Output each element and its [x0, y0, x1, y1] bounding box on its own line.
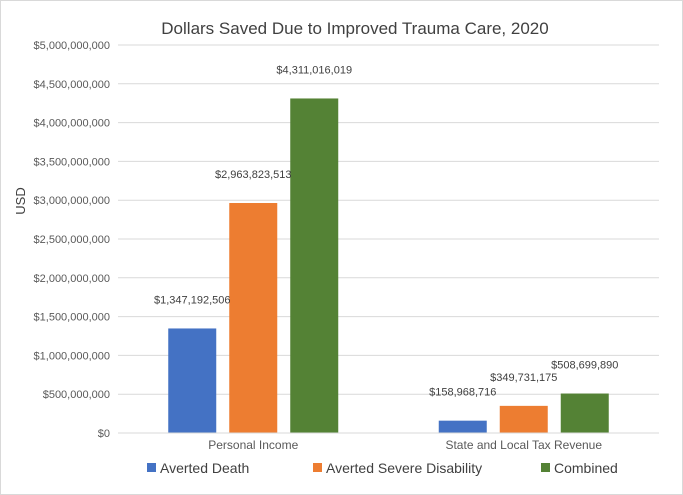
- legend-label: Combined: [554, 460, 618, 476]
- y-tick-label: $1,500,000,000: [34, 312, 110, 324]
- y-tick-label: $4,000,000,000: [34, 118, 110, 130]
- chart-title: Dollars Saved Due to Improved Trauma Car…: [161, 19, 548, 38]
- bar-averted-death-1: [438, 420, 487, 433]
- legend-swatch: [147, 463, 156, 472]
- bar-averted-severe-disability-1: [499, 405, 548, 433]
- y-tick-label: $3,000,000,000: [34, 195, 110, 207]
- y-tick-label: $2,000,000,000: [34, 273, 110, 285]
- bar-averted-severe-disability-0: [229, 203, 278, 433]
- y-tick-label: $2,500,000,000: [34, 234, 110, 246]
- legend: Averted Death Averted Severe Disability Co…: [147, 460, 618, 476]
- y-tick-label: $1,000,000,000: [34, 350, 110, 362]
- legend-label: Averted Severe Disability: [326, 460, 482, 476]
- data-label: $508,699,890: [551, 360, 618, 372]
- x-tick-label: Personal Income: [208, 438, 298, 452]
- legend-swatch: [313, 463, 322, 472]
- data-labels: $1,347,192,506 $2,963,823,513 $4,311,016,0…: [154, 64, 618, 398]
- y-tick-label: $500,000,000: [43, 389, 110, 401]
- data-label: $1,347,192,506: [154, 294, 230, 306]
- bar-combined-1: [560, 393, 609, 433]
- data-label: $349,731,175: [490, 372, 557, 384]
- y-tick-label: $0: [98, 428, 110, 440]
- bar-averted-death-0: [168, 328, 217, 433]
- data-label: $4,311,016,019: [276, 64, 352, 76]
- y-axis-ticks: $0 $500,000,000 $1,000,000,000 $1,500,000,0…: [34, 40, 110, 440]
- y-tick-label: $5,000,000,000: [34, 40, 110, 52]
- y-tick-label: $3,500,000,000: [34, 156, 110, 168]
- legend-label: Averted Death: [160, 460, 249, 476]
- bars: [168, 98, 609, 434]
- y-tick-label: $4,500,000,000: [34, 79, 110, 91]
- legend-swatch: [541, 463, 550, 472]
- x-tick-label: State and Local Tax Revenue: [445, 438, 602, 452]
- data-label: $2,963,823,513: [215, 169, 291, 181]
- y-axis-label: USD: [13, 187, 28, 214]
- data-label: $158,968,716: [429, 387, 496, 399]
- bar-combined-0: [290, 98, 339, 434]
- x-axis-ticks: Personal Income State and Local Tax Reven…: [208, 438, 602, 452]
